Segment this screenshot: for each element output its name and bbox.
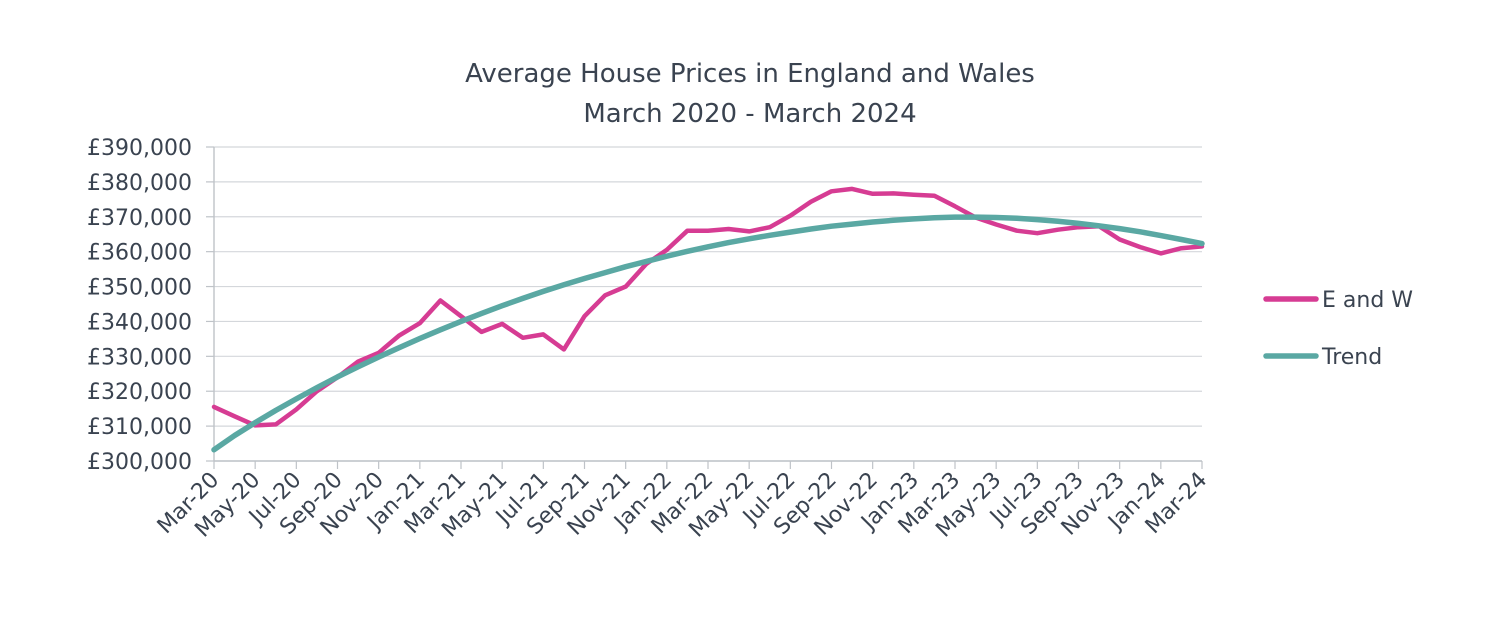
y-tick-label: £380,000: [87, 171, 192, 196]
y-tick-label: £350,000: [87, 276, 192, 301]
series-lines: [211, 186, 1205, 453]
legend-label-trend: Trend: [1321, 345, 1382, 370]
x-tick-labels: Mar-20May-20Jul-20Sep-20Nov-20Jan-21Mar-…: [153, 468, 1212, 543]
y-tick-labels: £300,000 £310,000 £320,000 £330,000 £340,000…: [87, 136, 192, 475]
series-line-e-and-w: [211, 186, 1205, 428]
legend-label-e-and-w: E and W: [1322, 288, 1413, 313]
legend: E and W Trend: [1263, 288, 1413, 370]
y-tick-label: £340,000: [87, 310, 192, 335]
axes: [206, 146, 1203, 469]
y-tick-label: £320,000: [87, 380, 192, 405]
y-tick-label: £390,000: [87, 136, 192, 161]
y-tick-label: £370,000: [87, 206, 192, 231]
gridlines: [214, 146, 1202, 462]
chart-subtitle: March 2020 - March 2024: [583, 99, 916, 129]
y-tick-label: £310,000: [87, 415, 192, 440]
series-line-trend: [211, 214, 1205, 453]
y-tick-label: £330,000: [87, 345, 192, 370]
y-tick-label: £300,000: [87, 450, 192, 475]
chart-title: Average House Prices in England and Wale…: [465, 59, 1035, 89]
y-tick-label: £360,000: [87, 241, 192, 266]
